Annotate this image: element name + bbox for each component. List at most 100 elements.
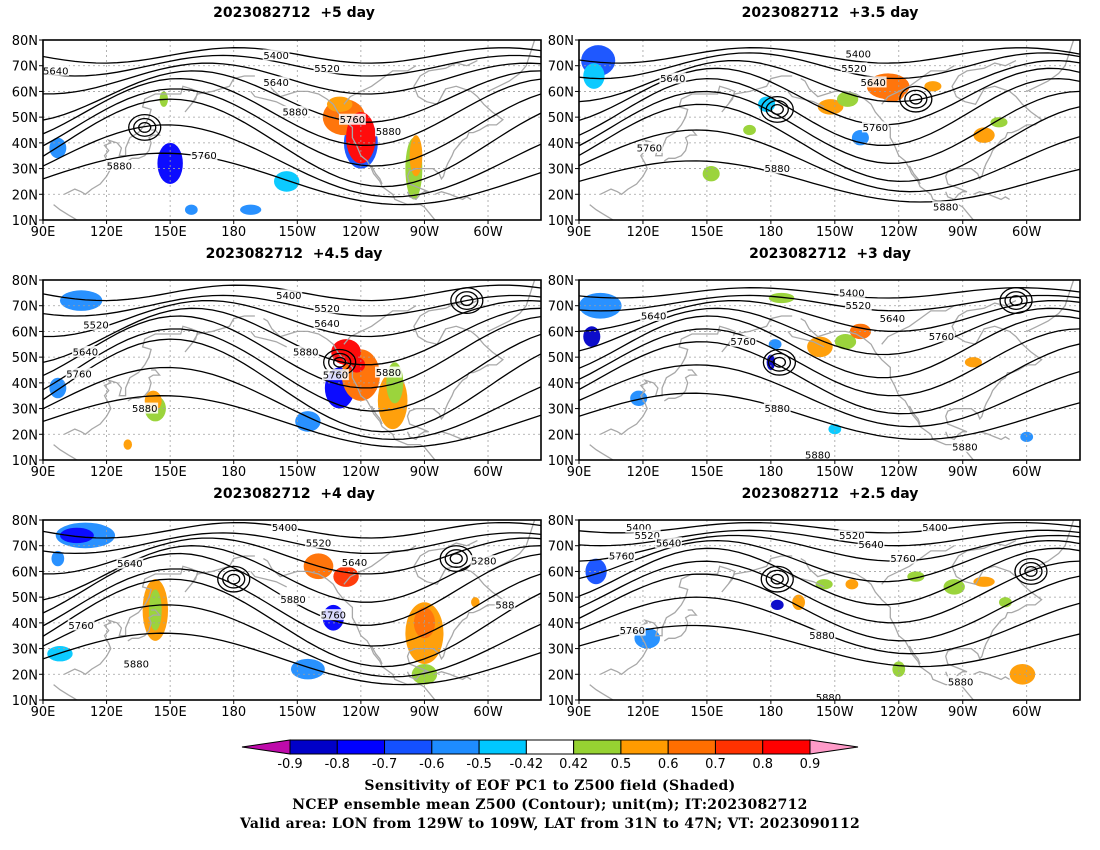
map-frame bbox=[578, 279, 1081, 461]
sensitivity-patch bbox=[943, 579, 965, 595]
lon-tick-label: 150W bbox=[816, 465, 854, 480]
coastline bbox=[250, 330, 287, 348]
coastline bbox=[63, 75, 255, 196]
lat-tick-label: 20N bbox=[548, 188, 574, 203]
coastline bbox=[370, 645, 383, 665]
sensitivity-patch bbox=[815, 579, 833, 590]
closed-contour bbox=[762, 348, 797, 376]
z500-contour bbox=[43, 568, 541, 647]
colorbar-tick-label: -0.42 bbox=[510, 757, 544, 772]
panel-title-2: 2023082712 +3.5 day bbox=[741, 5, 919, 21]
sensitivity-patch bbox=[123, 439, 133, 450]
lon-tick-label: 90W bbox=[410, 465, 440, 480]
contour-label: 5400 bbox=[263, 51, 288, 62]
closed-contour bbox=[217, 565, 251, 593]
z500-contours bbox=[43, 47, 541, 206]
contour-label: 5640 bbox=[656, 539, 681, 550]
panel-title-6: 2023082712 +2.5 day bbox=[741, 486, 919, 502]
coastline bbox=[1026, 520, 1075, 572]
coastline bbox=[250, 570, 287, 588]
lon-tick-label: 180 bbox=[758, 465, 783, 480]
lon-tick-label: 60W bbox=[473, 465, 503, 480]
closed-contour bbox=[772, 356, 787, 368]
lon-tick-label: 120W bbox=[880, 465, 918, 480]
sensitivity-patch bbox=[273, 171, 300, 192]
z500-contour bbox=[43, 604, 541, 678]
contour-label: 5760 bbox=[890, 554, 915, 565]
contour-label: 5640 bbox=[43, 66, 68, 77]
lat-tick-label: 20N bbox=[12, 428, 38, 443]
colorbar-tick-label: -0.5 bbox=[466, 757, 491, 772]
colorbar-svg: -0.9 -0.8 -0.7 -0.6 -0.5 -0.42 0.42 0.5 0.6 0.7 0.… bbox=[241, 739, 859, 772]
coastline bbox=[487, 280, 536, 332]
lon-tick-label: 150E bbox=[154, 465, 187, 480]
lat-tick-label: 30N bbox=[548, 163, 574, 178]
sensitivity-patch bbox=[333, 566, 359, 587]
sensitivity-patch bbox=[770, 599, 784, 610]
sensitivity-patch bbox=[990, 117, 1008, 128]
sensitivity-patch bbox=[409, 135, 423, 177]
coastline bbox=[908, 405, 921, 425]
closed-contour bbox=[904, 89, 928, 109]
contour-label: 5880 bbox=[132, 404, 157, 415]
lat-tick-label: 30N bbox=[12, 403, 38, 418]
lat-tick-label: 60N bbox=[12, 325, 38, 340]
sensitivity-patch bbox=[326, 96, 353, 112]
contour-label: 5520 bbox=[841, 64, 866, 75]
coastline bbox=[787, 330, 825, 348]
lon-tick-label: 90E bbox=[567, 465, 592, 480]
z500-contour bbox=[579, 47, 1080, 64]
closed-contour bbox=[899, 85, 933, 113]
lat-tick-label: 60N bbox=[12, 565, 38, 580]
lat-tick-label: 80N bbox=[548, 514, 574, 529]
map-panel-4: 5400 5520 5640 5640 5760 5760 5880 5880 5880 80N 7… bbox=[548, 274, 1081, 480]
coastline bbox=[945, 540, 1043, 681]
colorbar-tick-label: 0.7 bbox=[705, 757, 726, 772]
contour-label: 5640 bbox=[641, 312, 666, 323]
coastline bbox=[600, 555, 793, 676]
contour-label: 5640 bbox=[73, 348, 98, 359]
z500-contour bbox=[43, 77, 541, 146]
sensitivity-patch bbox=[59, 527, 94, 544]
lon-tick-label: 120E bbox=[626, 465, 659, 480]
closed-contour bbox=[450, 287, 484, 315]
lat-tick-label: 70N bbox=[12, 60, 38, 75]
lat-tick-label: 50N bbox=[12, 351, 38, 366]
coastline bbox=[53, 204, 78, 220]
colorbar-swatch bbox=[431, 739, 480, 755]
caption-line-1: Sensitivity of EOF PC1 to Z500 field (Sh… bbox=[364, 778, 736, 794]
lat-tick-label: 10N bbox=[12, 694, 38, 709]
lat-tick-label: 50N bbox=[12, 111, 38, 126]
contour-label: 5760 bbox=[66, 369, 91, 380]
z500-contours bbox=[579, 521, 1080, 668]
lat-tick-label: 30N bbox=[12, 163, 38, 178]
lon-tick-label: 180 bbox=[758, 225, 783, 240]
sensitivity-patch bbox=[583, 326, 601, 347]
z500-contour bbox=[43, 537, 541, 575]
lat-tick-label: 60N bbox=[12, 85, 38, 100]
z500-contour bbox=[579, 560, 1080, 624]
coastline bbox=[406, 60, 504, 201]
contour-label: 5760 bbox=[637, 144, 662, 155]
closed-contour bbox=[760, 95, 794, 123]
lat-tick-label: 80N bbox=[548, 34, 574, 49]
coastline bbox=[663, 369, 698, 402]
lon-tick-label: 150W bbox=[816, 705, 854, 720]
panel-title-5: 2023082712 +4 day bbox=[213, 486, 375, 502]
closed-contour bbox=[460, 295, 474, 307]
closed-contour bbox=[770, 573, 784, 585]
contour-label: 5640 bbox=[858, 540, 883, 551]
lat-tick-label: 60N bbox=[548, 325, 574, 340]
closed-contour bbox=[133, 117, 157, 137]
lon-tick-label: 90E bbox=[31, 705, 56, 720]
panel-title-3: 2023082712 +4.5 day bbox=[205, 246, 383, 262]
contour-label: 5880 bbox=[293, 348, 318, 359]
closed-contour bbox=[1009, 295, 1023, 307]
closed-contour bbox=[1004, 291, 1028, 311]
coastline bbox=[881, 65, 955, 105]
lon-tick-label: 150E bbox=[690, 705, 723, 720]
contour-label: 5880 bbox=[952, 443, 977, 454]
gridlines bbox=[579, 40, 1080, 220]
z500-contour bbox=[579, 52, 1080, 80]
lat-tick-label: 40N bbox=[548, 617, 574, 632]
